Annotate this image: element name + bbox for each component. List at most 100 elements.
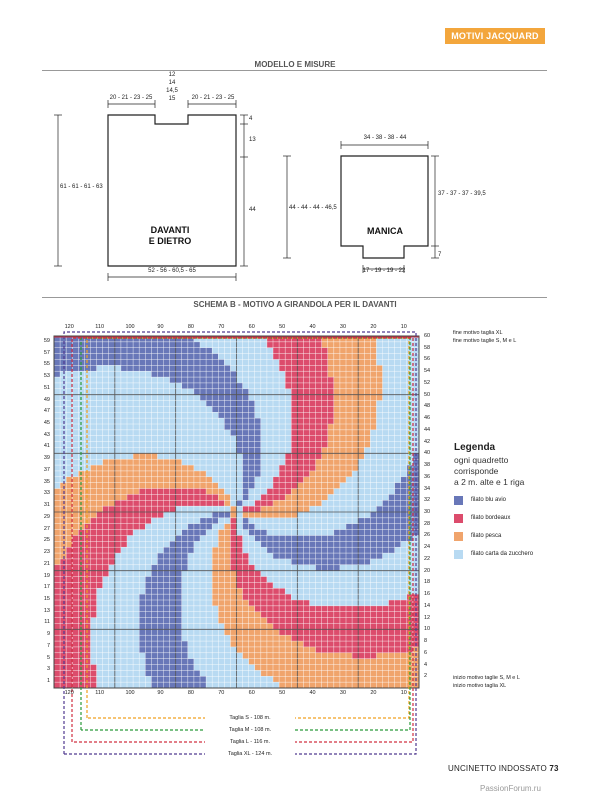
column-label: 30 (339, 690, 347, 696)
chart-cell (157, 646, 164, 653)
chart-cell (285, 459, 292, 466)
chart-cell (303, 482, 310, 489)
chart-cell (254, 605, 261, 612)
chart-cell (187, 412, 194, 419)
chart-cell (120, 459, 127, 466)
chart-cell (163, 453, 170, 460)
chart-cell (200, 523, 207, 530)
chart-cell (90, 365, 97, 372)
chart-cell (339, 429, 346, 436)
chart-cell (406, 658, 413, 665)
chart-cell (151, 382, 158, 389)
chart-cell (187, 506, 194, 512)
chart-cell (193, 664, 200, 671)
chart-cell (206, 553, 213, 559)
chart-cell (145, 611, 152, 618)
chart-cell (96, 523, 103, 530)
chart-cell (333, 377, 340, 383)
chart-cell (102, 541, 109, 548)
chart-cell (364, 517, 371, 524)
chart-cell (382, 418, 389, 424)
chart-cell (139, 465, 146, 471)
chart-cell (248, 541, 255, 548)
chart-cell (309, 424, 316, 430)
chart-cell (352, 506, 359, 512)
chart-cell (400, 406, 407, 413)
chart-cell (206, 341, 213, 348)
chart-cell (358, 412, 365, 419)
chart-cell (406, 652, 413, 659)
chart-cell (273, 365, 280, 372)
chart-cell (376, 582, 383, 589)
chart-cell (273, 500, 280, 507)
chart-cell (212, 582, 219, 589)
chart-cell (181, 517, 188, 524)
chart-cell (60, 617, 67, 624)
chart-cell (260, 394, 267, 401)
chart-cell (297, 347, 304, 354)
chart-cell (218, 500, 225, 507)
sleeve-outline (340, 155, 429, 259)
chart-cell (72, 447, 79, 454)
chart-cell (169, 617, 176, 624)
chart-cell (352, 658, 359, 665)
chart-cell (358, 341, 365, 348)
chart-cell (108, 600, 115, 606)
chart-cell (108, 611, 115, 618)
chart-cell (157, 570, 164, 577)
chart-cell (108, 476, 115, 483)
chart-cell (352, 447, 359, 454)
chart-cell (108, 359, 115, 366)
chart-cell (90, 535, 97, 542)
chart-cell (181, 371, 188, 378)
chart-cell (102, 676, 109, 683)
chart-cell (248, 394, 255, 401)
chart-cell (303, 435, 310, 442)
chart-cell (346, 523, 353, 530)
chart-cell (54, 600, 61, 606)
chart-cell (108, 406, 115, 413)
chart-cell (266, 529, 273, 536)
chart-cell (364, 470, 371, 477)
chart-cell (151, 388, 158, 395)
chart-cell (145, 646, 152, 653)
chart-cell (412, 558, 419, 565)
chart-cell (321, 371, 328, 378)
chart-cell (218, 482, 225, 489)
chart-cell (382, 517, 389, 524)
chart-cell (187, 482, 194, 489)
chart-cell (60, 377, 67, 383)
chart-cell (139, 353, 146, 360)
chart-cell (66, 535, 73, 542)
chart-cell (90, 465, 97, 471)
chart-cell (181, 529, 188, 536)
chart-cell (96, 377, 103, 383)
chart-cell (273, 488, 280, 495)
chart-cell (145, 506, 152, 512)
chart-cell (84, 635, 91, 642)
row-label: 19 (43, 572, 50, 579)
chart-cell (193, 588, 200, 595)
chart-cell (157, 629, 164, 636)
chart-cell (114, 600, 121, 606)
chart-cell (273, 412, 280, 419)
chart-cell (90, 605, 97, 612)
chart-cell (169, 605, 176, 612)
chart-cell (96, 588, 103, 595)
chart-cell (303, 582, 310, 589)
chart-cell (200, 382, 207, 389)
chart-cell (412, 664, 419, 671)
chart-cell (212, 400, 219, 407)
chart-cell (151, 394, 158, 401)
chart-cell (309, 670, 316, 677)
sleeve-label: MANICA (367, 226, 403, 236)
chart-cell (169, 641, 176, 647)
chart-cell (212, 482, 219, 489)
chart-cell (321, 494, 328, 501)
row-label: 31 (43, 502, 50, 509)
chart-cell (327, 670, 334, 677)
chart-cell (273, 535, 280, 542)
chart-cell (90, 494, 97, 501)
chart-cell (108, 529, 115, 536)
chart-cell (60, 623, 67, 630)
